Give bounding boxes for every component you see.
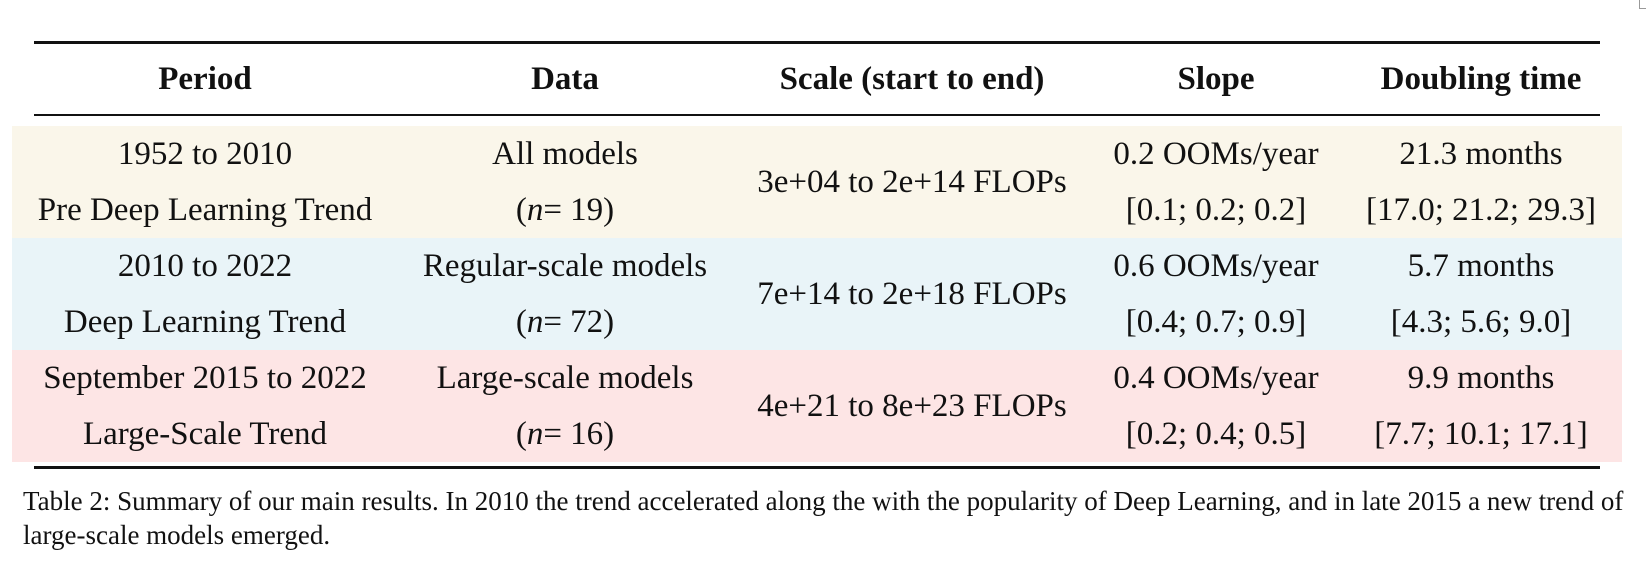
- table-row: [12, 126, 1622, 238]
- cell-period: 1952 to 2010: [117, 135, 293, 172]
- page-corner-mark: [1639, 0, 1646, 9]
- header-period: Period: [158, 60, 252, 97]
- cell-data: All models: [492, 135, 638, 172]
- cell-slope: 0.6 OOMs/year: [1113, 247, 1319, 284]
- header-doubling-time: Doubling time: [1380, 60, 1582, 97]
- cell-doubling: 9.9 months: [1407, 359, 1555, 396]
- cell-trend: Large-Scale Trend: [82, 415, 328, 452]
- cell-slope: 0.4 OOMs/year: [1113, 359, 1319, 396]
- cell-slope-ci: [0.2; 0.4; 0.5]: [1125, 415, 1307, 452]
- header-slope: Slope: [1177, 60, 1255, 97]
- cell-doubling-ci: [17.0; 21.2; 29.3]: [1365, 191, 1597, 228]
- cell-scale: 7e+14 to 2e+18 FLOPs: [757, 275, 1067, 312]
- cell-sample-size: (n = 19): [515, 191, 615, 228]
- cell-doubling-ci: [7.7; 10.1; 17.1]: [1374, 415, 1588, 452]
- cell-period: September 2015 to 2022: [43, 359, 367, 396]
- table-header-rule: [34, 114, 1600, 116]
- table-top-rule: [34, 41, 1600, 44]
- cell-trend: Deep Learning Trend: [63, 303, 347, 340]
- cell-trend: Pre Deep Learning Trend: [37, 191, 373, 228]
- cell-doubling-ci: [4.3; 5.6; 9.0]: [1390, 303, 1572, 340]
- cell-scale: 4e+21 to 8e+23 FLOPs: [757, 387, 1067, 424]
- header-data: Data: [531, 60, 599, 97]
- cell-slope-ci: [0.1; 0.2; 0.2]: [1125, 191, 1307, 228]
- cell-doubling: 5.7 months: [1407, 247, 1555, 284]
- cell-doubling: 21.3 months: [1399, 135, 1563, 172]
- cell-scale: 3e+04 to 2e+14 FLOPs: [757, 163, 1067, 200]
- cell-data: Regular-scale models: [422, 247, 708, 284]
- cell-data: Large-scale models: [436, 359, 694, 396]
- cell-slope-ci: [0.4; 0.7; 0.9]: [1125, 303, 1307, 340]
- table-row: [12, 238, 1622, 350]
- cell-slope: 0.2 OOMs/year: [1113, 135, 1319, 172]
- table-caption: Table 2: Summary of our main results. In…: [23, 486, 1624, 550]
- cell-sample-size: (n = 16): [515, 415, 615, 452]
- table-row: [12, 350, 1622, 462]
- table-bottom-rule: [34, 466, 1600, 469]
- header-scale: Scale (start to end): [779, 60, 1045, 97]
- cell-period: 2010 to 2022: [117, 247, 293, 284]
- cell-sample-size: (n = 72): [515, 303, 615, 340]
